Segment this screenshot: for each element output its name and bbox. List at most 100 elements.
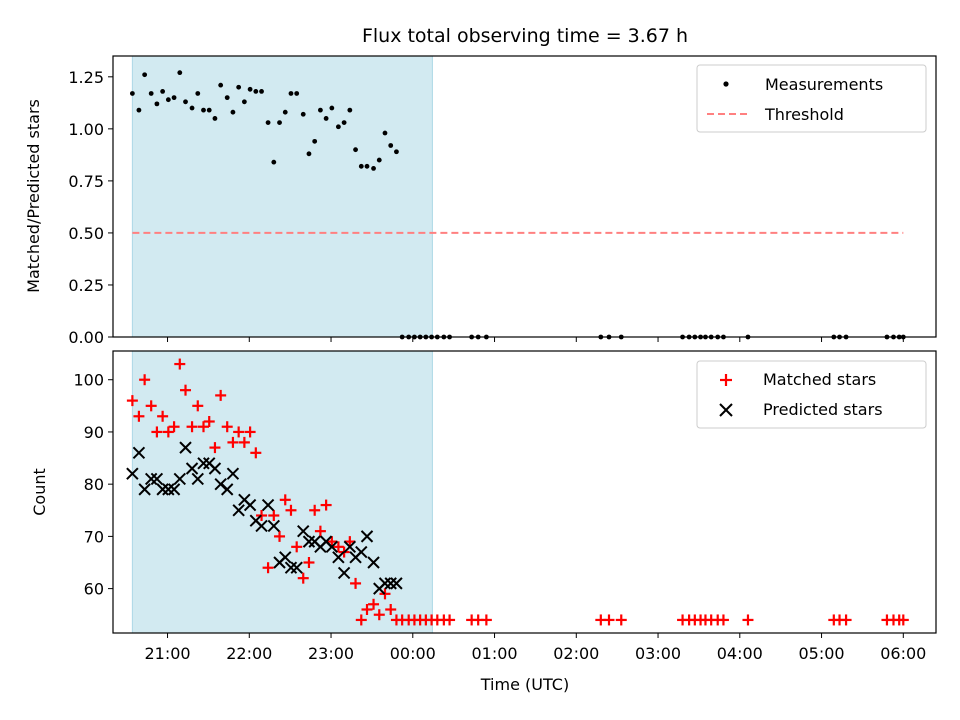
y-tick-label: 90: [84, 423, 104, 442]
x-tick-label: 05:00: [798, 644, 844, 663]
measurement-point: [329, 105, 335, 111]
measurement-point: [282, 109, 288, 115]
y-tick-label: 80: [84, 475, 104, 494]
matched-star-point: [133, 410, 145, 422]
matched-star-point: [285, 504, 297, 516]
measurement-point: [312, 138, 318, 144]
matched-star-point: [291, 541, 303, 553]
measurement-point: [341, 120, 347, 126]
predicted-star-point: [325, 540, 339, 554]
x-tick-label: 03:00: [635, 644, 681, 663]
matched-star-point: [326, 536, 338, 548]
predicted-star-point: [279, 551, 292, 564]
matched-star-point: [209, 442, 221, 454]
measurement-point: [376, 157, 382, 163]
measurement-point: [364, 163, 370, 169]
matched-star-point: [192, 400, 204, 412]
measurement-point: [165, 97, 171, 103]
measurement-point: [154, 101, 160, 107]
predicted-star-point: [243, 498, 257, 512]
measurement-point: [335, 124, 341, 130]
measurement-point: [195, 91, 201, 96]
matched-star-point: [355, 614, 367, 626]
matched-star-point: [162, 426, 174, 438]
matched-star-point: [268, 510, 280, 521]
measurement-point: [206, 107, 212, 113]
measurement-point: [212, 116, 218, 121]
measurement-point: [230, 109, 236, 115]
predicted-star-point: [360, 530, 374, 543]
measurement-point: [247, 86, 253, 92]
predicted-star-point: [302, 535, 316, 548]
predicted-star-point: [226, 467, 240, 480]
predicted-star-point: [390, 577, 403, 590]
matched-star-point: [244, 426, 256, 438]
matched-star-point: [279, 494, 291, 506]
legend-threshold-label: Threshold: [764, 105, 844, 124]
predicted-star-point: [150, 472, 164, 486]
matched-star-point: [297, 572, 309, 584]
measurement-point: [129, 91, 135, 96]
measurement-point: [224, 95, 230, 101]
matched-star-point: [126, 395, 138, 407]
predicted-star-point: [173, 472, 186, 486]
y-tick-label: 0.00: [68, 328, 104, 347]
predicted-star-point: [162, 483, 175, 496]
x-tick-label: 22:00: [226, 644, 272, 663]
measurement-point: [394, 149, 399, 155]
measurement-point: [201, 107, 206, 113]
matched-star-point: [897, 614, 909, 626]
measurement-point: [259, 88, 264, 94]
predicted-star-point: [378, 577, 392, 590]
measurement-point: [388, 143, 394, 148]
measurement-point: [288, 91, 294, 96]
bottom-axes-frame: [112, 350, 937, 634]
measurement-point: [241, 99, 247, 105]
measurement-point: [171, 95, 177, 101]
x-tick-label: 21:00: [144, 644, 190, 663]
matched-star-point: [344, 536, 356, 548]
measurement-point: [358, 163, 364, 169]
matched-star-point: [139, 374, 151, 386]
matched-star-point: [168, 421, 180, 433]
measurement-point: [318, 107, 323, 113]
predicted-star-point: [144, 472, 158, 486]
matched-star-point: [145, 400, 157, 412]
measurement-point: [277, 120, 282, 126]
predicted-star-point: [156, 483, 169, 496]
y-tick-label: 0.50: [68, 224, 104, 243]
measurement-point: [142, 72, 148, 78]
matched-star-point: [262, 562, 274, 574]
x-tick-label: 23:00: [308, 644, 354, 663]
y-tick-label: 100: [73, 371, 104, 390]
matched-star-point: [221, 421, 233, 433]
matched-star-point: [180, 384, 192, 396]
measurement-point: [382, 130, 388, 136]
legend-matched-label: Matched stars: [763, 370, 876, 389]
predicted-star-point: [179, 441, 192, 454]
matched-star-point: [350, 577, 362, 589]
predicted-star-point: [367, 556, 380, 569]
matched-star-point: [385, 604, 397, 615]
measurement-point: [148, 91, 154, 96]
predicted-star-point: [343, 540, 357, 554]
bottom-legend: Matched stars Predicted stars: [696, 360, 927, 429]
y-tick-label: 0.25: [68, 276, 104, 295]
predicted-star-point: [355, 545, 368, 559]
x-tick-label: 04:00: [717, 644, 763, 663]
predicted-star-point: [197, 457, 210, 470]
predicted-star-point: [337, 566, 351, 580]
y-tick-label: 0.75: [68, 172, 104, 191]
matched-star-point: [361, 604, 373, 615]
legend-predicted-marker: [719, 403, 733, 417]
measurement-point: [353, 147, 358, 153]
predicted-star-point: [208, 462, 222, 475]
y-tick-label: 1.00: [68, 120, 104, 139]
matched-star-point: [227, 436, 239, 448]
matched-star-point: [203, 416, 215, 427]
measurement-point: [183, 99, 188, 105]
x-tick-label: 01:00: [471, 644, 517, 663]
matched-star-point: [373, 609, 385, 621]
matched-star-point: [603, 614, 615, 626]
top-panel: 0.00 0.25 0.50 0.75 1.00 1.25 Matched/Predict…: [24, 55, 937, 347]
